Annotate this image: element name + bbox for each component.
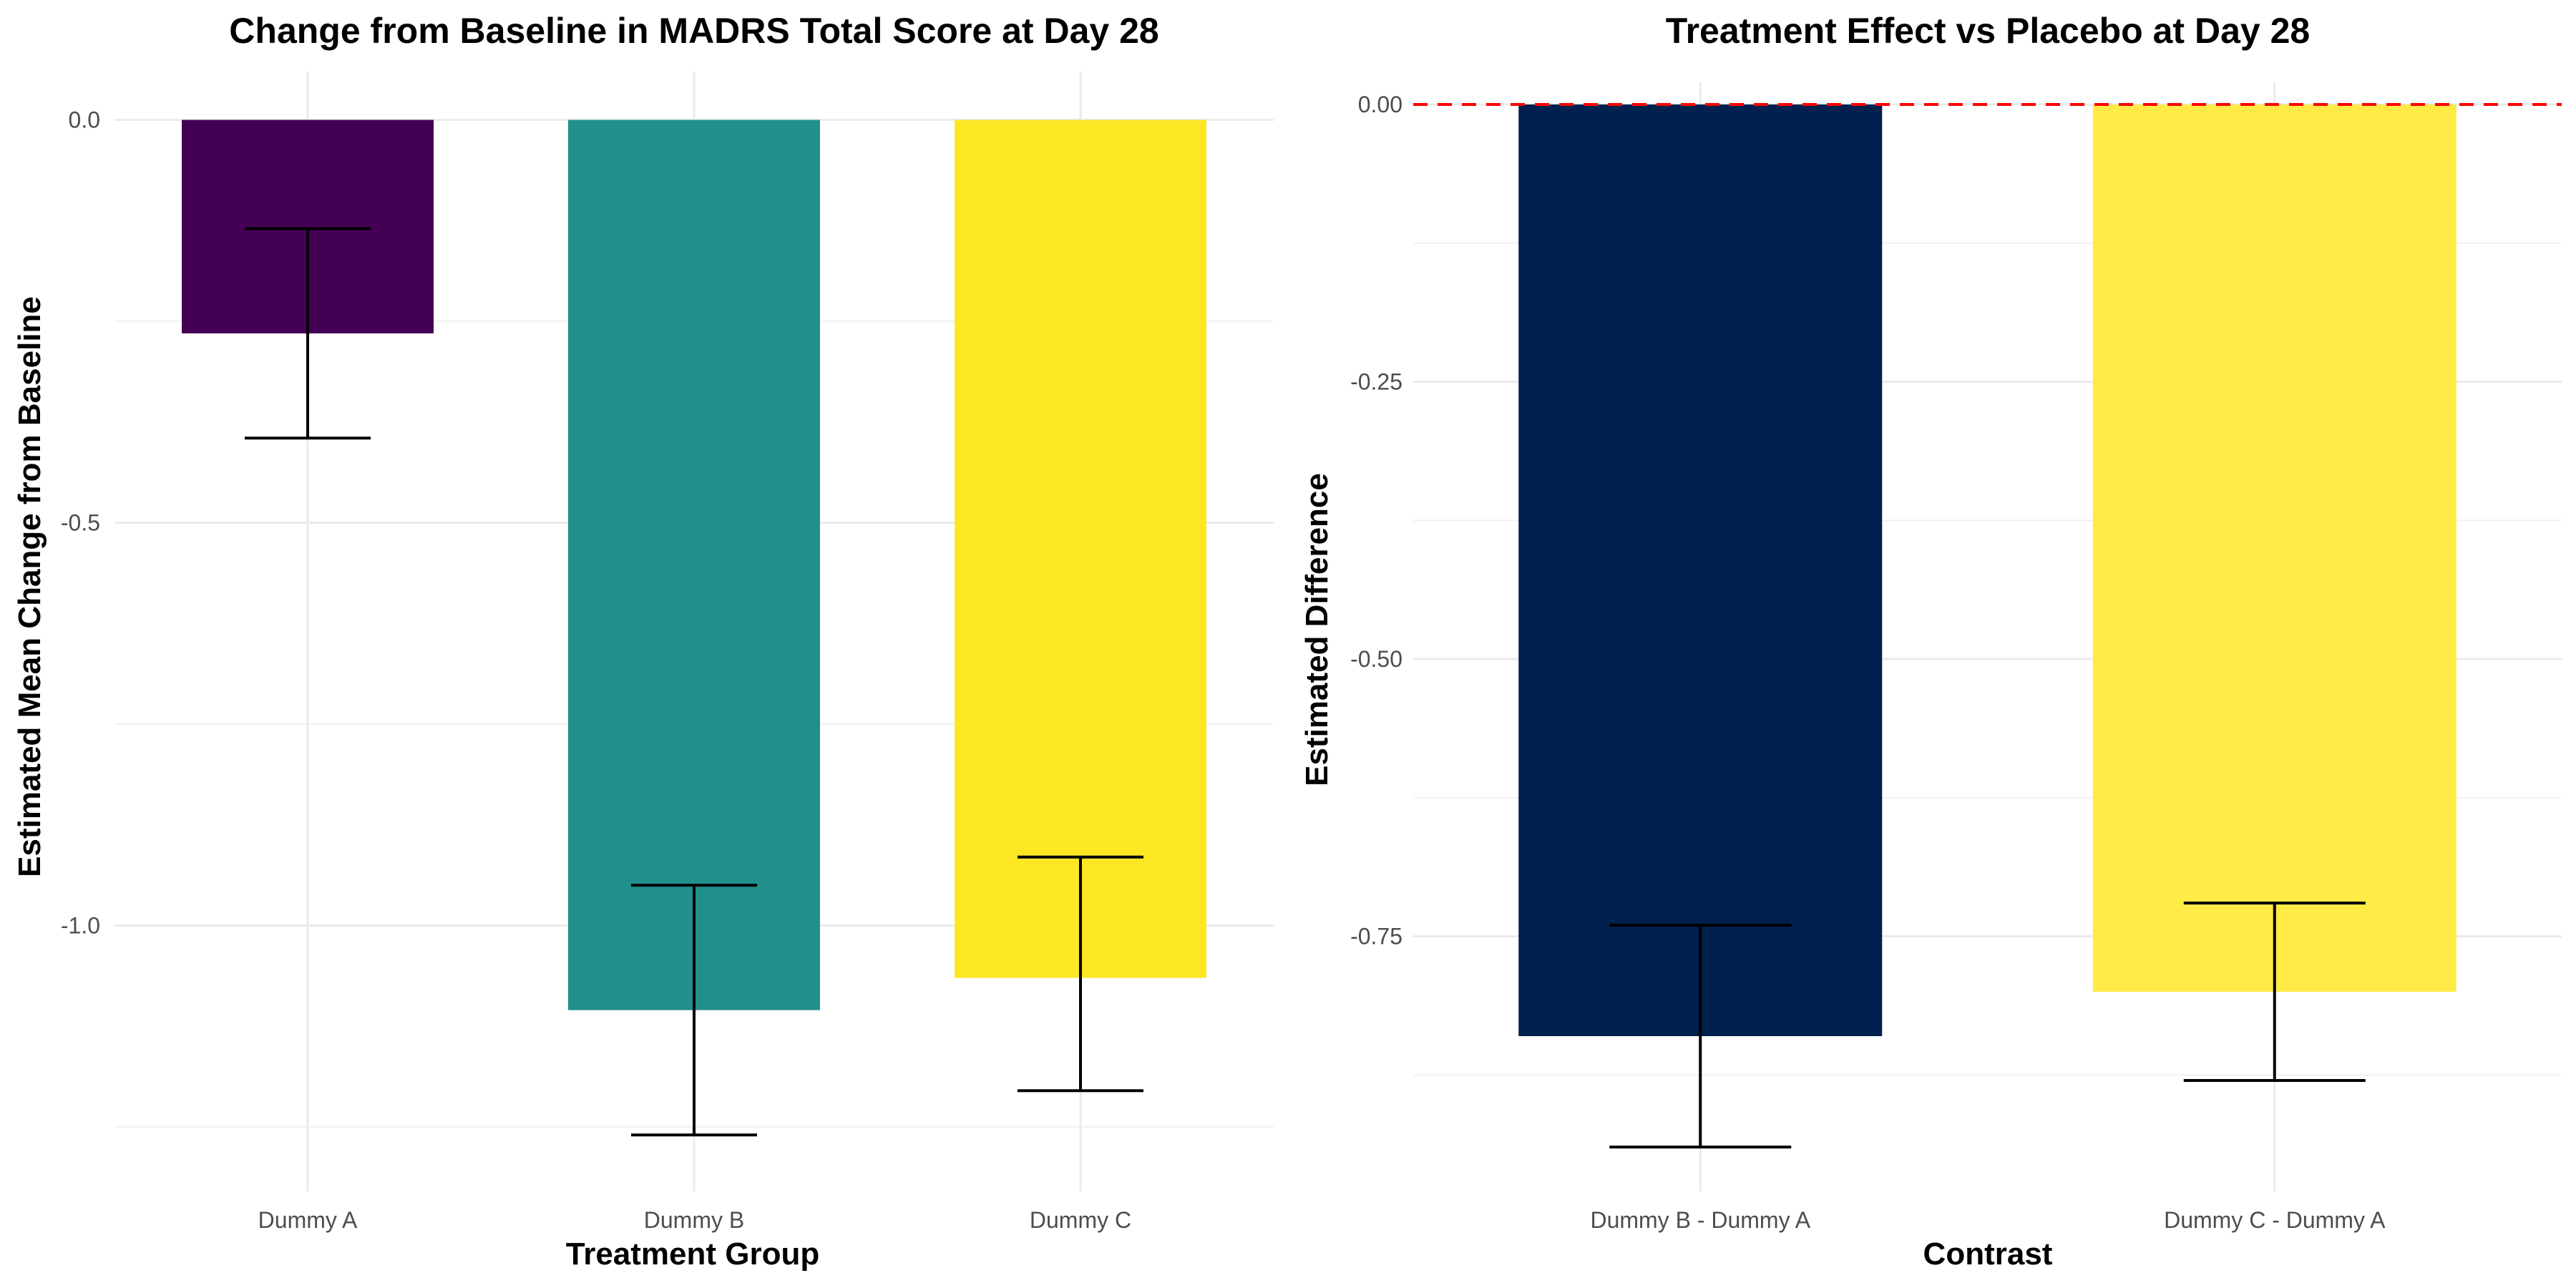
error-bar — [1609, 924, 1792, 1148]
x-tick-label: Dummy B - Dummy A — [1590, 1207, 1810, 1233]
mean-change-panel: Change from Baseline in MADRS Total Scor… — [12, 11, 1274, 1272]
y-tick-label: 0.00 — [1358, 92, 1402, 117]
x-tick-label: Dummy A — [258, 1207, 358, 1233]
y-tick-label: -0.50 — [1350, 646, 1402, 672]
error-bar — [631, 884, 757, 1137]
error-bar — [1018, 855, 1143, 1093]
chart-title: Change from Baseline in MADRS Total Scor… — [229, 11, 1158, 51]
x-tick-labels: Dummy A Dummy B Dummy C — [258, 1207, 1131, 1233]
y-tick-labels: 0.00 -0.25 -0.50 -0.75 — [1350, 92, 1402, 950]
bar-dummy-c — [955, 119, 1206, 978]
error-bar — [245, 227, 371, 440]
x-tick-label: Dummy C - Dummy A — [2164, 1207, 2386, 1233]
bars — [182, 119, 1206, 1010]
bar-dummy-c-dummy-a — [2092, 104, 2457, 992]
error-bars — [1609, 902, 2366, 1148]
x-axis-title: Treatment Group — [566, 1236, 820, 1272]
x-tick-label: Dummy C — [1030, 1207, 1131, 1233]
chart-title: Treatment Effect vs Placebo at Day 28 — [1666, 11, 2310, 51]
y-tick-label: -0.75 — [1350, 924, 1402, 950]
bar-dummy-b — [568, 119, 820, 1010]
bars — [1518, 104, 2457, 1036]
error-bar — [2183, 902, 2366, 1082]
y-tick-label: -0.25 — [1350, 369, 1402, 395]
y-tick-label: -0.5 — [61, 510, 100, 536]
bar-dummy-b-dummy-a — [1518, 104, 1883, 1036]
treatment-effect-panel: Treatment Effect vs Placebo at Day 28 0.… — [1299, 11, 2562, 1272]
y-axis-title: Estimated Difference — [1299, 473, 1335, 786]
x-tick-labels: Dummy B - Dummy A Dummy C - Dummy A — [1590, 1207, 2386, 1233]
x-tick-label: Dummy B — [644, 1207, 744, 1233]
x-axis-title: Contrast — [1923, 1236, 2053, 1272]
y-tick-label: -1.0 — [61, 912, 100, 938]
y-tick-label: 0.0 — [69, 107, 100, 133]
y-tick-labels: 0.0 -0.5 -1.0 — [61, 107, 100, 939]
error-bars — [245, 227, 1143, 1137]
y-axis-title: Estimated Mean Change from Baseline — [12, 296, 47, 877]
